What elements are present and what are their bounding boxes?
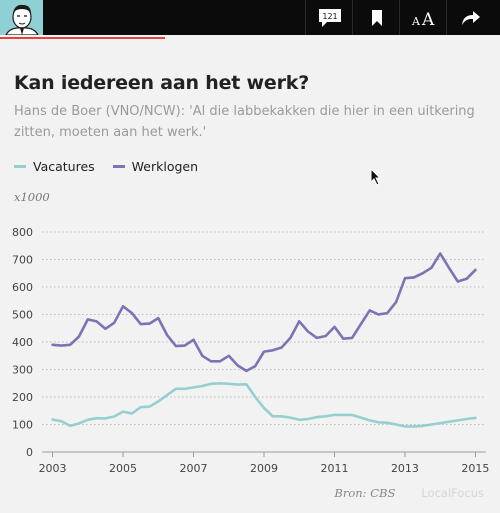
comment-count: 121: [322, 12, 337, 21]
share-button[interactable]: [446, 0, 494, 35]
y-tick-label: 700: [12, 254, 33, 267]
series-line-werklogen: [51, 252, 477, 373]
bookmark-icon: [371, 9, 382, 26]
reading-progress-bar: [0, 37, 165, 39]
y-tick-label: 300: [12, 364, 33, 377]
top-toolbar: 121 A A: [0, 0, 500, 35]
comments-button[interactable]: 121: [305, 0, 353, 35]
series-line-vacatures: [51, 382, 477, 428]
share-icon: [461, 10, 480, 25]
line-chart: 0 100 200 300 400 500 600 700 800 2003 2005 2007 200…: [12, 226, 489, 475]
x-tick-label: 2011: [320, 462, 348, 475]
legend-swatch: [112, 165, 125, 168]
unit-label: x1000: [14, 190, 50, 204]
y-tick-label: 100: [12, 419, 33, 432]
y-tick-label: 800: [12, 226, 33, 239]
chart-legend: Vacatures Werklogen: [14, 159, 216, 174]
chart-title: Kan iedereen aan het werk?: [14, 72, 310, 94]
x-tick-label: 2005: [109, 462, 137, 475]
credit-label[interactable]: LocalFocus: [421, 486, 484, 500]
svg-text:A: A: [411, 15, 421, 28]
y-tick-label: 400: [12, 336, 33, 349]
y-tick-label: 200: [12, 391, 33, 404]
y-tick-label: 0: [26, 446, 33, 459]
y-tick-label: 600: [12, 281, 33, 294]
comments-icon: 121: [318, 8, 341, 27]
bookmark-button[interactable]: [352, 0, 400, 35]
x-tick-label: 2013: [391, 462, 419, 475]
y-tick-label: 500: [12, 309, 33, 322]
x-tick-label: 2015: [461, 462, 489, 475]
legend-item-vacatures[interactable]: Vacatures: [14, 159, 95, 174]
legend-label: Vacatures: [33, 159, 95, 174]
legend-label: Werklogen: [131, 159, 199, 174]
text-size-button[interactable]: A A: [399, 0, 447, 35]
x-tick-label: 2003: [39, 462, 67, 475]
x-tick-label: 2009: [250, 462, 278, 475]
svg-text:A: A: [421, 10, 435, 28]
text-size-icon: A A: [411, 10, 435, 28]
legend-swatch: [14, 165, 26, 168]
chart-footer: Bron: CBS LocalFocus: [334, 486, 484, 500]
mouse-cursor-icon: [370, 168, 382, 186]
chart-subtitle: Hans de Boer (VNO/NCW): 'Al die labbekak…: [14, 104, 475, 140]
author-avatar[interactable]: [0, 0, 43, 35]
legend-item-werklogen[interactable]: Werklogen: [112, 159, 199, 174]
author-portrait: [5, 4, 39, 35]
source-label: Bron: CBS: [334, 486, 396, 500]
x-tick-label: 2007: [180, 462, 208, 475]
